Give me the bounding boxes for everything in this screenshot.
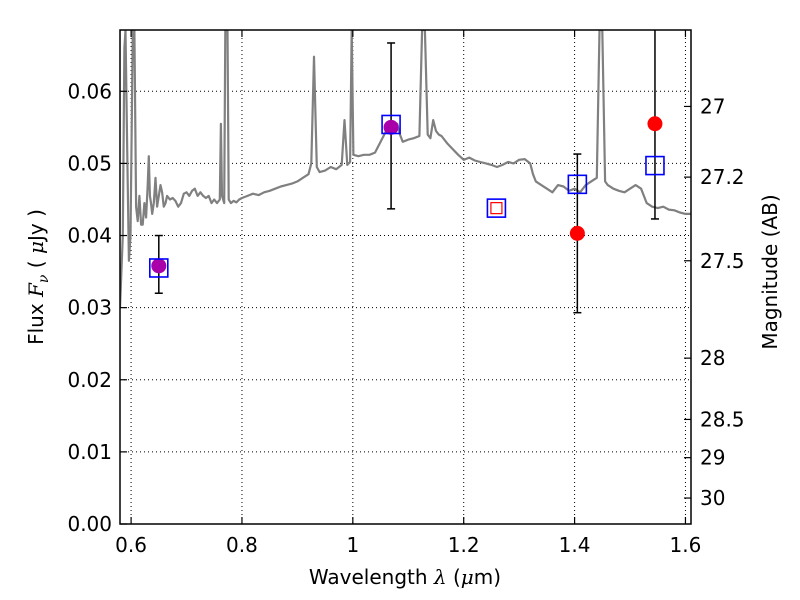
x-tick-label-4: 1.4 <box>559 533 591 557</box>
y-tick-label-1: 0.01 <box>67 440 112 464</box>
x-tick-label-1: 0.8 <box>226 533 258 557</box>
x-tick-label-3: 1.2 <box>448 533 480 557</box>
y-tick-label-6: 0.06 <box>67 79 112 103</box>
observed-flux-point-2 <box>569 225 585 241</box>
model-band-flux-square-4 <box>645 155 665 176</box>
model-band-flux-square-1 <box>381 114 401 135</box>
x-tick-label-0: 0.6 <box>115 533 147 557</box>
x-tick-label-5: 1.6 <box>670 533 702 557</box>
x-axis-ticks: 0.6 0.8 1 1.2 1.4 1.6 <box>115 30 701 557</box>
y-tick-label-0: 0.00 <box>67 512 112 536</box>
magnitude-tick-label-3: 28 <box>700 346 725 370</box>
y-tick-label-4: 0.04 <box>67 224 112 248</box>
y-tick-label-2: 0.02 <box>67 368 112 392</box>
observed-flux-point-3 <box>647 116 663 132</box>
x-axis-label: Wavelength λ (μm) <box>309 565 501 589</box>
y-tick-label-3: 0.03 <box>67 296 112 320</box>
magnitude-tick-label-2: 27.5 <box>700 249 745 273</box>
model-spectrum-line <box>120 30 691 308</box>
magnitude-tick-label-1: 27.2 <box>700 165 745 189</box>
model-band-flux-square-3 <box>567 174 588 195</box>
y-axis-label: Flux Fν ( μJy ) <box>24 209 52 345</box>
magnitude-axis-ticks: 27 27.2 27.5 28 28.5 29 30 <box>684 94 745 510</box>
plot-frame <box>119 29 692 525</box>
observed-flux-point-0 <box>151 258 167 274</box>
magnitude-tick-label-6: 30 <box>700 486 725 510</box>
observed-flux-point-1 <box>383 119 399 135</box>
magnitude-axis-label: Magnitude (AB) <box>758 194 782 349</box>
model-band-flux-square-2 <box>486 198 507 218</box>
y-tick-label-5: 0.05 <box>67 151 112 175</box>
upper-limit-square-0 <box>490 202 503 215</box>
x-tick-label-2: 1 <box>346 533 359 557</box>
data-markers <box>149 114 665 278</box>
model-band-flux-square-0 <box>149 258 169 278</box>
magnitude-tick-label-0: 27 <box>700 94 725 118</box>
magnitude-tick-label-5: 29 <box>700 446 725 470</box>
plot-area <box>120 30 691 308</box>
magnitude-tick-label-4: 28.5 <box>700 407 745 431</box>
y-axis-ticks: 0.00 0.01 0.02 0.03 0.04 0.05 0.06 <box>67 79 127 536</box>
